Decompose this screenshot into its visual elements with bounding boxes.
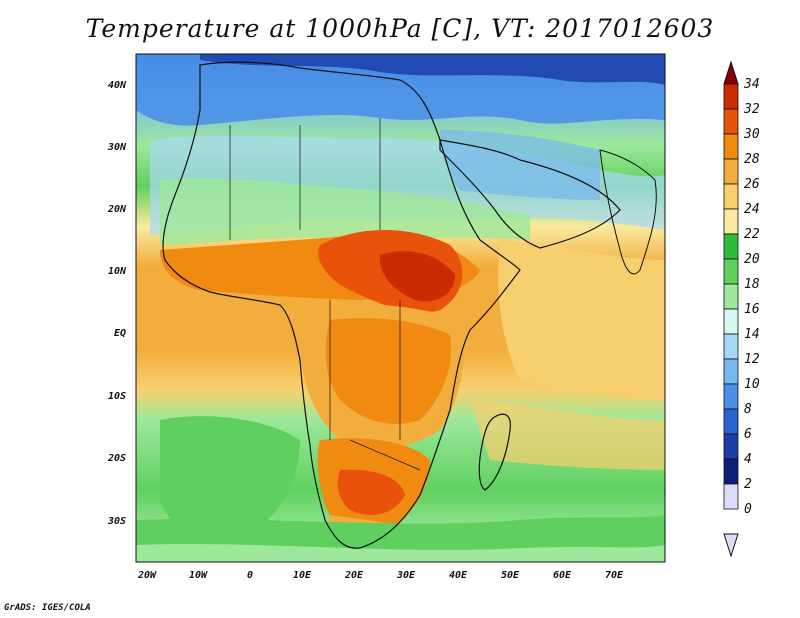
colorbar-label: 0 [744,502,752,517]
colorbar-label: 2 [744,477,752,492]
lon-label: 20W [137,570,157,581]
map-title: Temperature at 1000hPa [C], VT: 20170126… [85,14,715,43]
lat-label: 10N [108,266,127,277]
plot-frame [135,53,666,563]
colorbar-label: 24 [744,202,760,217]
latitude-axis: 40N 30N 20N 10N EQ 10S 20S 30S [107,80,127,527]
lon-label: 10E [293,570,312,581]
lon-label: 40E [449,570,468,581]
lat-label: EQ [114,328,126,339]
colorbar-label: 4 [744,452,752,467]
colorbar-label: 10 [744,377,760,392]
colorbar-label: 32 [743,102,760,117]
lat-label: 20S [107,453,126,464]
colorbar-label: 30 [743,127,760,142]
colorbar-swatch [723,358,739,385]
colorbar-label: 22 [744,227,760,242]
colorbar-label: 18 [744,277,760,292]
colorbar-label: 34 [743,77,760,92]
lon-label: 10W [189,570,208,581]
colorbar-swatch [723,258,739,285]
colorbar-swatch [723,158,739,185]
colorbar-label: 14 [744,327,760,342]
colorbar-label: 12 [744,352,760,367]
colorbar-swatch [723,208,739,235]
colorbar-swatch [723,308,739,335]
footer-credit: GrADS: IGES/COLA [4,603,91,613]
colorbar-label: 6 [744,427,752,442]
colorbar-swatch [723,333,739,360]
lat-label: 30N [107,142,127,153]
lat-label: 10S [108,391,126,402]
lon-label: 20E [344,570,364,581]
colorbar-label: 28 [744,152,760,167]
colorbar-swatch [723,183,739,210]
temperature-field [136,54,665,562]
longitude-axis: 20W 10W 0 10E 20E 30E 40E 50E 60E 70E [137,570,624,581]
colorbar-swatch [723,233,739,260]
colorbar-swatch [723,433,739,460]
lon-label: 50E [501,570,520,581]
lon-label: 70E [605,570,624,581]
colorbar-swatch [723,283,739,310]
colorbar-top-arrow [723,60,739,85]
colorbar-swatch [723,83,739,110]
colorbar-bottom-arrow [723,533,739,558]
lat-label: 20N [107,204,127,215]
lon-label: 30E [396,570,416,581]
colorbar-swatch [723,408,739,435]
colorbar-swatch [723,383,739,410]
colorbar-label: 26 [744,177,760,192]
colorbar-label: 8 [744,402,752,417]
lon-label: 60E [553,570,572,581]
colorbar-swatch [723,483,739,510]
lon-label: 0 [247,570,253,581]
colorbar-label: 20 [744,252,760,267]
colorbar-swatch [723,458,739,485]
colorbar-swatch [723,133,739,160]
colorbar-swatch [723,108,739,135]
lat-label: 40N [108,80,127,91]
colorbar-label: 16 [744,302,760,317]
lat-label: 30S [107,516,126,527]
